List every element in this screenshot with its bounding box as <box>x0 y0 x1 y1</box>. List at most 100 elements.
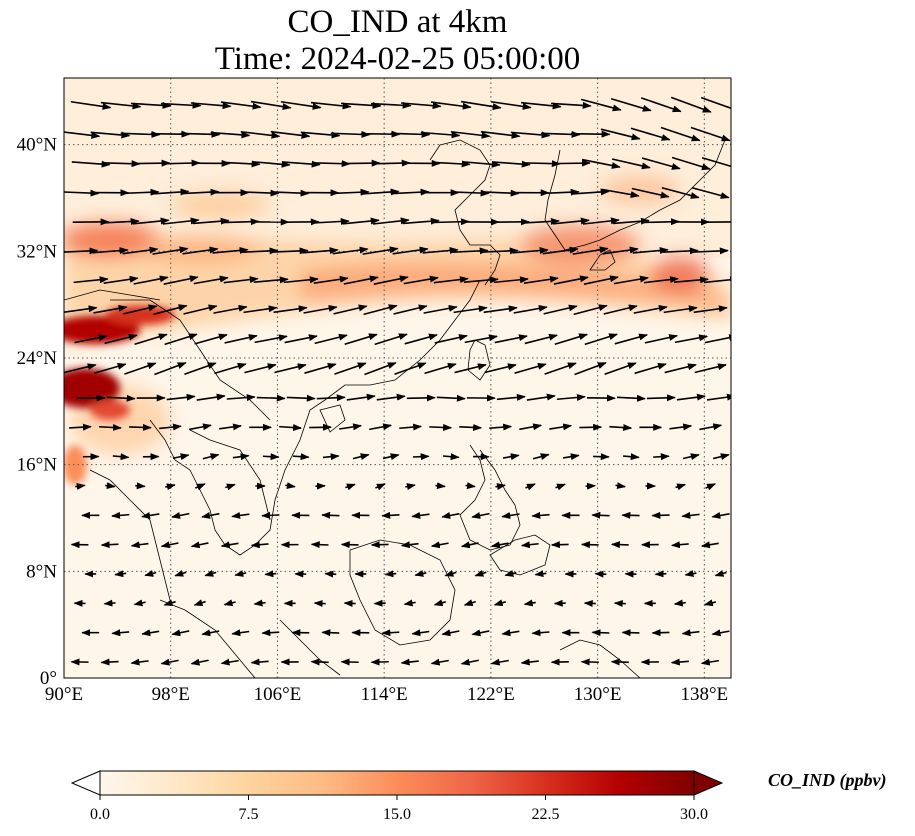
wind-arrow <box>346 393 376 401</box>
wind-arrow <box>361 188 400 196</box>
wind-arrow <box>172 453 190 461</box>
wind-arrow <box>602 246 639 255</box>
wind-arrow <box>662 247 699 255</box>
wind-arrow <box>283 276 319 284</box>
wind-arrow <box>544 362 577 375</box>
colorbar-tick-label: 15.0 <box>383 806 411 823</box>
wind-arrow <box>441 629 460 637</box>
wind-arrow <box>424 362 457 375</box>
wind-arrow <box>463 599 476 607</box>
wind-arrow <box>111 629 130 637</box>
wind-arrow <box>342 217 380 225</box>
wind-arrow <box>612 217 650 225</box>
wind-arrow <box>493 599 506 607</box>
wind-arrow <box>444 569 457 577</box>
wind-arrow <box>370 101 412 109</box>
wind-arrow <box>531 511 550 519</box>
wind-arrow <box>223 599 236 607</box>
wind-arrow <box>502 453 520 461</box>
wind-arrow <box>280 100 322 110</box>
wind-vectors <box>64 96 731 666</box>
wind-arrow <box>345 483 356 491</box>
wind-arrow <box>430 101 472 110</box>
wind-arrow <box>322 453 340 461</box>
wind-arrow <box>549 423 573 431</box>
wind-arrow <box>634 362 667 375</box>
wind-arrow <box>523 275 559 285</box>
wind-arrow <box>250 100 292 111</box>
wind-arrow <box>226 394 256 402</box>
wind-arrow <box>194 333 228 345</box>
wind-arrow <box>369 423 393 431</box>
wind-arrow <box>103 275 139 284</box>
wind-arrow <box>331 188 370 196</box>
wind-arrow <box>242 247 279 255</box>
wind-arrow <box>512 247 549 255</box>
wind-arrow <box>542 246 579 255</box>
wind-arrow <box>403 275 439 285</box>
wind-arrow <box>111 511 130 519</box>
wind-arrow <box>180 130 221 138</box>
wind-arrow <box>160 658 179 666</box>
wind-arrow <box>601 188 640 198</box>
wind-arrow <box>534 570 547 578</box>
wind-arrow <box>64 305 98 314</box>
wind-arrow <box>231 511 250 519</box>
wind-arrow <box>591 511 610 519</box>
wind-arrow <box>362 246 399 255</box>
wind-arrow <box>673 276 710 284</box>
wind-arrow <box>681 629 700 637</box>
wind-arrow <box>711 629 730 637</box>
wind-arrow <box>64 363 97 374</box>
wind-arrow <box>372 217 410 225</box>
wind-arrow <box>376 393 406 401</box>
wind-arrow <box>94 363 127 374</box>
wind-arrow <box>712 453 730 461</box>
wind-arrow <box>661 186 700 199</box>
wind-arrow <box>553 275 589 285</box>
wind-arrow <box>333 304 368 315</box>
wind-arrow <box>144 570 157 577</box>
wind-arrow <box>254 334 288 344</box>
wind-arrow <box>682 453 700 461</box>
wind-arrow <box>461 160 501 168</box>
wind-arrow <box>193 275 229 285</box>
wind-arrow <box>460 541 479 549</box>
wind-arrow <box>106 394 136 402</box>
wind-arrow <box>103 599 116 607</box>
wind-arrow <box>490 658 509 666</box>
wind-arrow <box>664 363 697 374</box>
lat-tick-label: 32°N <box>17 241 58 262</box>
lat-tick-labels: 0° 8°N 16°N 24°N 32°N 40°N <box>17 135 58 689</box>
wind-arrow <box>220 658 239 666</box>
wind-arrow <box>442 453 460 461</box>
lat-tick-label: 24°N <box>17 348 58 369</box>
wind-arrow <box>313 599 326 607</box>
wind-arrow <box>504 570 517 577</box>
wind-arrow <box>594 570 607 578</box>
wind-arrow <box>554 333 588 346</box>
wind-arrow <box>404 333 438 345</box>
wind-arrow <box>399 423 423 431</box>
lon-tick-labels: 90°E 98°E 106°E 114°E 122°E 130°E 138°E <box>45 684 728 705</box>
wind-arrow <box>220 101 262 110</box>
wind-arrow <box>400 102 442 110</box>
wind-arrow <box>436 394 466 402</box>
wind-arrow <box>555 483 566 491</box>
wind-arrow <box>489 423 513 431</box>
wind-arrow <box>643 276 679 284</box>
wind-arrow <box>400 658 419 666</box>
wind-arrow <box>674 334 709 344</box>
wind-arrow <box>190 658 209 666</box>
wind-arrow <box>134 333 168 345</box>
wind-arrow <box>584 333 619 346</box>
wind-arrow <box>261 511 280 519</box>
wind-arrow <box>344 333 378 345</box>
wind-arrow <box>264 570 277 578</box>
wind-arrow <box>141 511 160 519</box>
wind-arrow <box>531 629 550 637</box>
wind-arrow <box>501 511 520 519</box>
wind-arrow <box>154 362 187 376</box>
wind-arrow <box>243 305 278 314</box>
wind-arrow <box>671 156 711 171</box>
